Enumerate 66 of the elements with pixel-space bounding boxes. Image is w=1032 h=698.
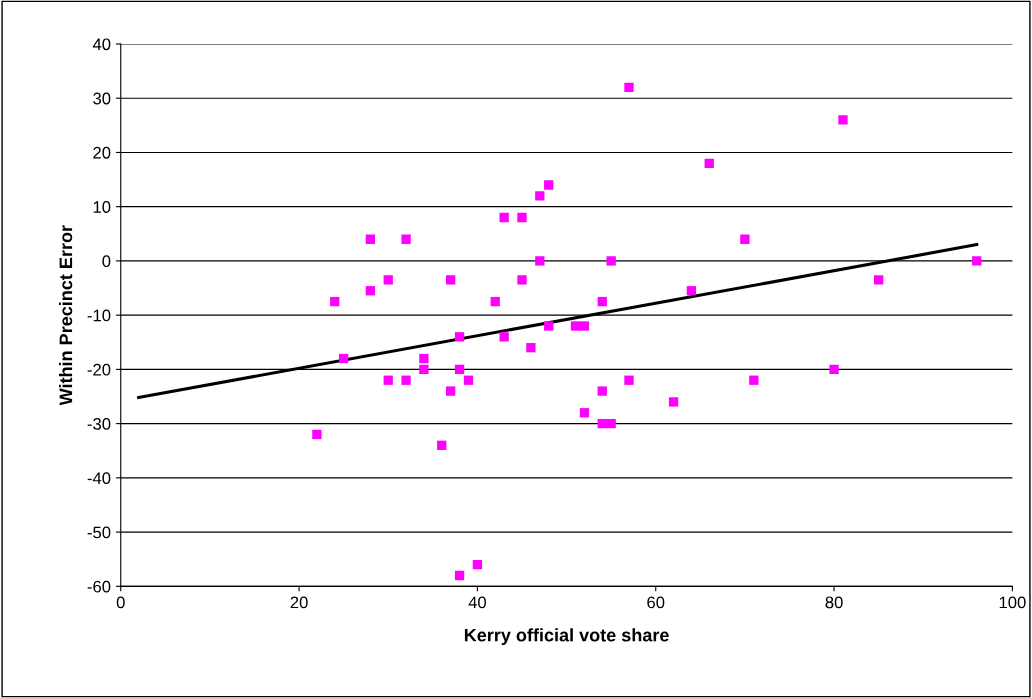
y-tick-label: 20	[93, 146, 111, 159]
point	[437, 440, 447, 450]
point	[597, 386, 607, 396]
point	[829, 364, 839, 375]
point	[740, 234, 750, 244]
point	[624, 82, 634, 93]
point	[339, 353, 349, 364]
point	[419, 364, 429, 375]
y-tick-label: -40	[87, 472, 111, 485]
point	[838, 115, 848, 125]
point	[499, 332, 509, 342]
point	[312, 429, 322, 440]
point	[624, 375, 634, 385]
point	[749, 375, 759, 385]
point	[365, 234, 376, 244]
point	[446, 386, 456, 396]
point	[597, 296, 607, 307]
point	[579, 408, 590, 418]
y-tick-label: -60	[87, 580, 111, 593]
point	[570, 321, 581, 331]
point	[330, 296, 340, 307]
point	[383, 375, 393, 385]
point	[606, 418, 616, 429]
point	[544, 180, 554, 190]
point	[517, 275, 527, 285]
point	[704, 158, 714, 168]
point	[606, 256, 616, 266]
point	[535, 256, 545, 266]
point	[463, 375, 474, 385]
point	[401, 375, 411, 385]
point	[668, 397, 679, 407]
point	[499, 212, 509, 223]
point	[686, 286, 697, 296]
point	[517, 212, 527, 223]
point	[873, 275, 884, 285]
y-tick-label: 10	[93, 201, 111, 213]
point	[490, 296, 500, 307]
point	[454, 332, 465, 342]
x-tick-label: 100	[999, 596, 1026, 609]
y-tick-label: 0	[102, 255, 111, 268]
y-tick-label: 40	[92, 38, 111, 51]
point	[383, 275, 393, 285]
point	[365, 286, 376, 296]
point	[535, 191, 545, 201]
point	[526, 343, 536, 353]
point	[446, 275, 456, 285]
point	[472, 559, 483, 570]
y-tick-label: -30	[87, 418, 111, 430]
point	[972, 256, 982, 266]
point	[401, 234, 411, 244]
x-tick-label: 0	[116, 596, 125, 609]
x-axis-title: Kerry official vote share	[464, 628, 669, 646]
point	[579, 321, 590, 331]
y-tick-label: -50	[87, 526, 111, 539]
y-tick-label: 30	[93, 92, 111, 105]
x-tick-label: 40	[468, 596, 487, 609]
point	[419, 353, 429, 364]
x-tick-label: 20	[290, 596, 308, 609]
y-tick-label: -20	[87, 363, 111, 376]
x-tick-label: 80	[825, 596, 843, 609]
y-tick-label: -10	[87, 309, 111, 322]
x-tick-label: 60	[647, 596, 665, 609]
y-axis-title: Within Precinct Error	[58, 225, 73, 406]
point	[454, 364, 465, 375]
point	[544, 321, 554, 331]
point	[454, 570, 465, 581]
